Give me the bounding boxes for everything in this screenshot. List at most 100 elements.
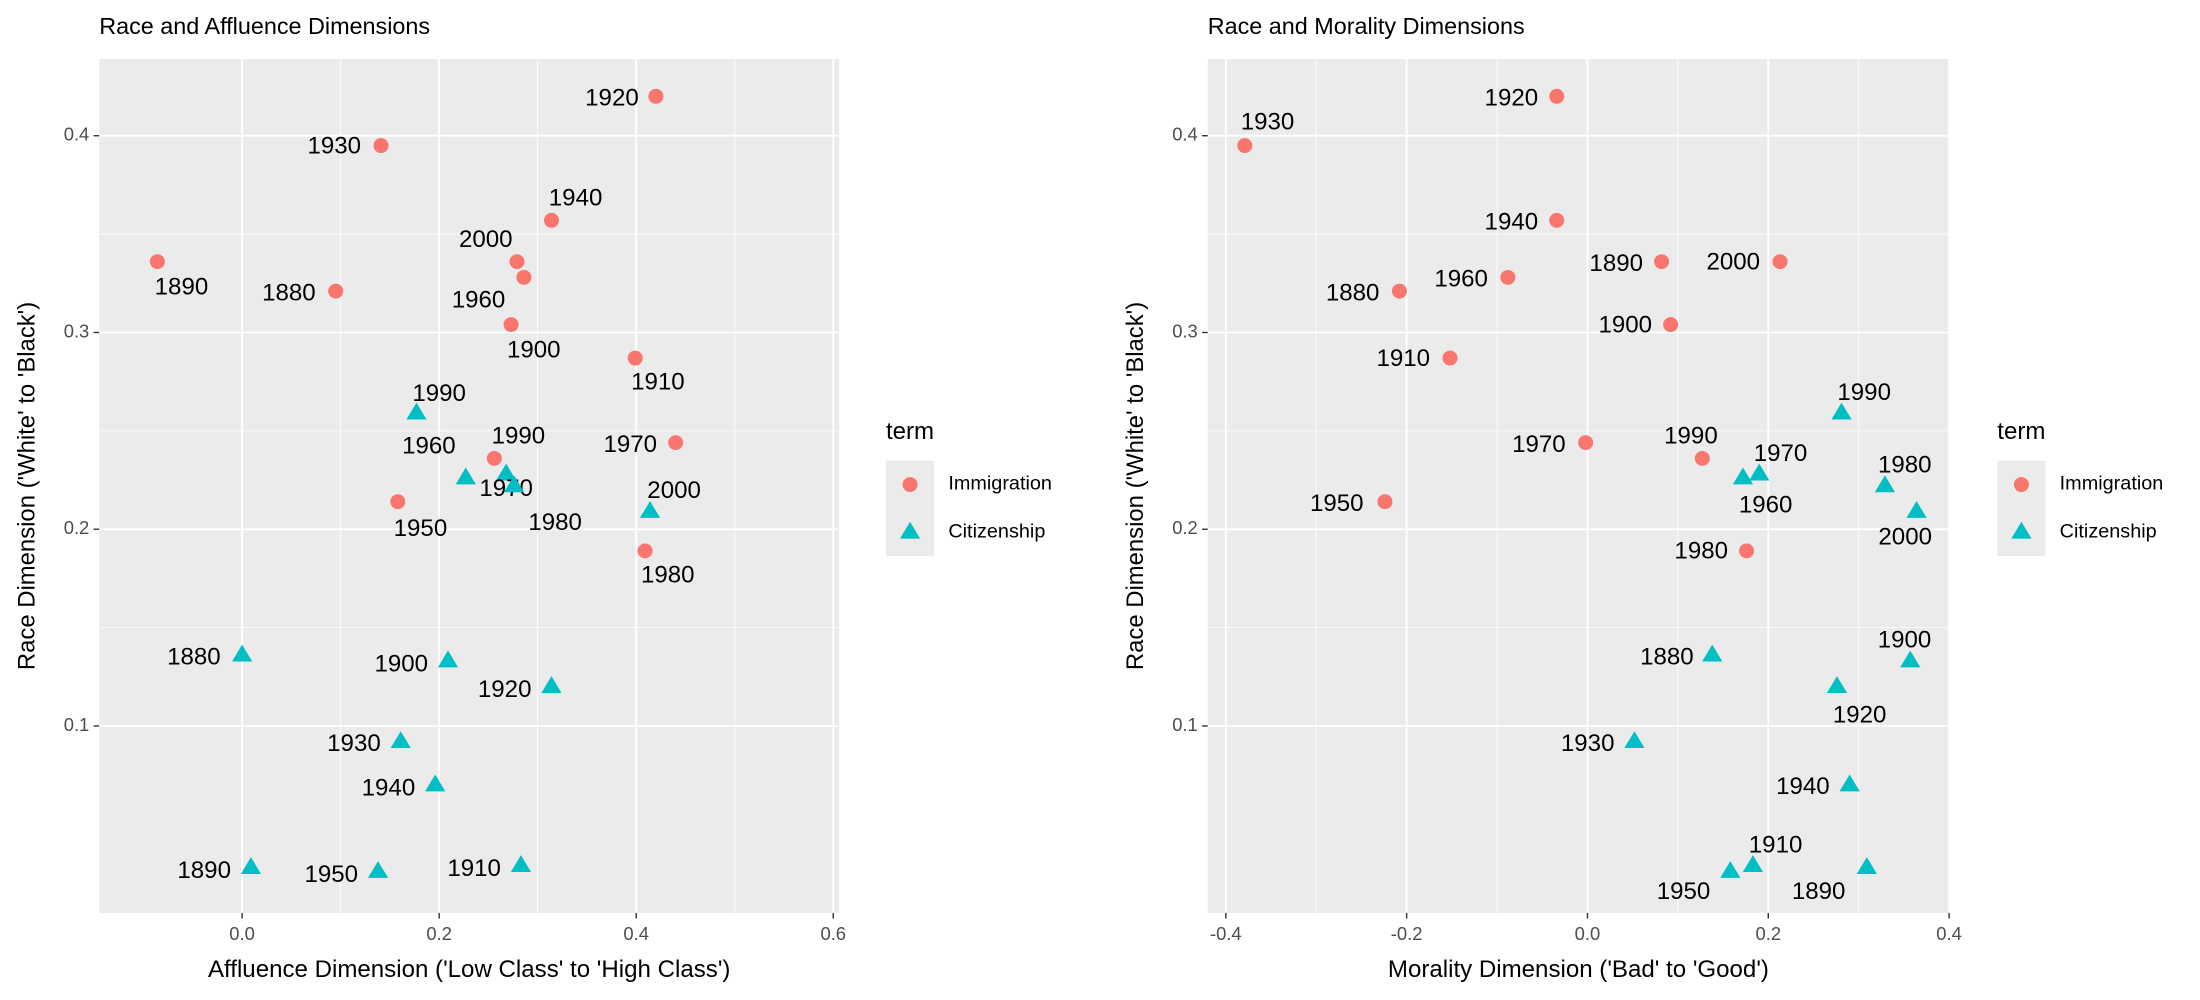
- data-point: [406, 402, 427, 420]
- y-axis-title: Race Dimension ('White' to 'Black'): [14, 302, 41, 670]
- point-label: 1880: [262, 279, 316, 306]
- legend-marker: [2011, 521, 2032, 539]
- point-label: 1980: [641, 562, 695, 589]
- legend-title: term: [886, 418, 934, 445]
- data-point: [503, 317, 519, 333]
- y-tick-label: 0.4: [64, 124, 90, 145]
- data-point: [1442, 350, 1458, 366]
- data-point: [328, 283, 344, 299]
- y-tick-label: 0.2: [64, 517, 90, 538]
- point-label: 1890: [155, 274, 209, 301]
- data-point: [1377, 494, 1393, 510]
- data-point: [1237, 138, 1253, 154]
- point-label: 1990: [1837, 379, 1891, 406]
- point-label: 1930: [1241, 108, 1295, 135]
- legend-marker: [2013, 477, 2029, 492]
- point-label: 1990: [1664, 423, 1718, 450]
- legend-label: Citizenship: [2060, 521, 2157, 543]
- legend-label: Immigration: [948, 473, 1052, 495]
- legend-label: Citizenship: [948, 521, 1045, 543]
- y-tick-label: 0.3: [64, 320, 90, 341]
- point-label: 1960: [1739, 492, 1793, 519]
- x-axis-title: Morality Dimension ('Bad' to 'Good'): [1388, 956, 1769, 983]
- point-label: 1920: [585, 85, 639, 112]
- data-point: [390, 494, 406, 510]
- x-tick-label: 0.4: [1936, 923, 1962, 944]
- point-label: 1930: [307, 132, 361, 159]
- point-label: 1960: [452, 287, 506, 314]
- point-label: 1880: [1640, 643, 1694, 670]
- data-point: [496, 463, 517, 481]
- x-tick-label: -0.4: [1210, 923, 1242, 944]
- point-label: 1990: [492, 423, 546, 450]
- data-point: [437, 650, 459, 668]
- point-label: 1960: [1434, 266, 1488, 293]
- point-label: 1970: [1512, 431, 1566, 458]
- data-point: [516, 269, 532, 285]
- point-label: 1970: [603, 431, 657, 458]
- data-point: [231, 644, 253, 662]
- data-point: [1874, 475, 1896, 493]
- point-label: 1900: [374, 651, 428, 678]
- chart-title: Race and Morality Dimensions: [1208, 13, 1525, 39]
- data-point: [1906, 500, 1927, 518]
- point-label: 1910: [631, 369, 685, 396]
- data-point: [1749, 463, 1770, 481]
- data-point: [1549, 88, 1565, 104]
- point-label: 1950: [304, 861, 358, 888]
- legend-marker: [902, 477, 918, 492]
- data-point: [1826, 676, 1848, 693]
- point-label: 1880: [1326, 279, 1380, 306]
- data-point: [503, 475, 525, 493]
- data-point: [1578, 435, 1594, 451]
- point-label: 1880: [167, 643, 221, 670]
- point-label: 1920: [478, 676, 532, 703]
- point-label: 1940: [549, 185, 603, 212]
- data-point: [1742, 855, 1764, 873]
- point-label: 1900: [1598, 311, 1652, 338]
- data-point: [425, 774, 446, 792]
- y-tick-label: 0.2: [1172, 517, 1198, 538]
- point-label: 1980: [528, 509, 582, 536]
- data-point: [637, 543, 653, 559]
- x-tick-label: 0.6: [820, 923, 846, 944]
- data-point: [543, 212, 559, 228]
- point-label: 1920: [1485, 85, 1539, 112]
- data-point: [1702, 644, 1723, 662]
- point-label: 1980: [1878, 452, 1932, 479]
- data-point: [1654, 254, 1670, 270]
- point-label: 1890: [1792, 878, 1846, 905]
- legend-label: Immigration: [2060, 473, 2164, 495]
- point-label: 1950: [1657, 878, 1711, 905]
- data-point: [1772, 254, 1788, 270]
- point-label: 2000: [1878, 524, 1932, 551]
- data-point: [639, 500, 661, 518]
- x-tick-label: 0.4: [623, 923, 649, 944]
- point-label: 1950: [1310, 490, 1364, 517]
- y-axis-title: Race Dimension ('White' to 'Black'): [1122, 302, 1149, 670]
- point-label: 1920: [1833, 702, 1887, 729]
- point-label: 1930: [327, 730, 381, 757]
- point-label: 1890: [1589, 250, 1643, 277]
- data-point: [1831, 402, 1852, 420]
- data-point: [1391, 283, 1407, 299]
- chart-title: Race and Affluence Dimensions: [99, 13, 430, 39]
- data-point: [1839, 774, 1860, 792]
- data-point: [367, 861, 389, 878]
- data-point: [486, 450, 502, 466]
- data-point: [668, 435, 684, 451]
- data-point: [1856, 857, 1877, 874]
- data-point: [1739, 543, 1755, 559]
- legend-marker: [899, 521, 921, 539]
- point-label: 1930: [1561, 730, 1615, 757]
- y-tick-label: 0.4: [1172, 124, 1198, 145]
- point-label: 1990: [412, 380, 466, 407]
- point-label: 1900: [1878, 627, 1932, 654]
- data-point: [1720, 861, 1741, 878]
- point-label: 2000: [459, 226, 513, 253]
- x-tick-label: -0.2: [1391, 923, 1423, 944]
- data-point: [1900, 650, 1921, 668]
- data-point: [509, 254, 525, 270]
- point-label: 1940: [362, 775, 416, 802]
- point-label: 1960: [402, 433, 456, 460]
